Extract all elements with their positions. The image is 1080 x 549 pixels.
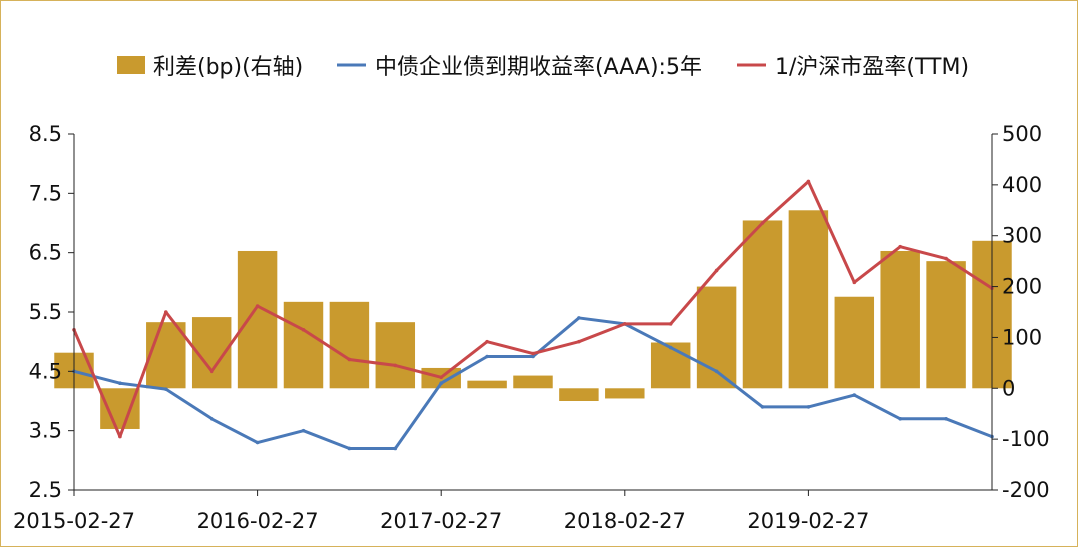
right-y-tick-label-2: 0 xyxy=(1002,376,1015,400)
spread-bar-7 xyxy=(375,322,416,389)
legend-label-pe: 1/沪深市盈率(TTM) xyxy=(775,55,969,80)
x-tick-label-1: 2016-02-27 xyxy=(197,509,319,533)
pe-point-18 xyxy=(898,244,902,249)
yield-point-3 xyxy=(209,417,214,421)
pe-point-4 xyxy=(255,304,260,308)
pe-point-19 xyxy=(944,256,948,261)
spread-bar-13 xyxy=(650,342,691,389)
right-y-tick-label-7: 500 xyxy=(1002,122,1042,146)
yield-point-13 xyxy=(668,345,673,350)
spread-bar-6 xyxy=(329,301,370,389)
spread-bar-17 xyxy=(834,296,875,389)
axes: 2.5 3.5 4.5 5.5 6.5 7.5 8.5 -200 -100 0 100 200 300 4… xyxy=(13,122,1050,533)
left-y-tick-label-5: 7.5 xyxy=(29,181,62,205)
yield-point-7 xyxy=(393,446,398,451)
right-y-tick-label-4: 200 xyxy=(1002,275,1042,299)
legend: 利差(bp)(右轴) 中债企业债到期收益率(AAA):5年 1/沪深市盈率(TT… xyxy=(117,55,969,80)
yield-point-6 xyxy=(347,446,352,451)
left-y-tick-label-6: 8.5 xyxy=(29,122,62,146)
pe-point-17 xyxy=(852,280,857,285)
yield-point-1 xyxy=(118,381,122,386)
spread-bar-10 xyxy=(513,375,553,389)
pe-point-13 xyxy=(668,322,673,326)
spread-bar-4 xyxy=(237,250,278,389)
spread-bar-2 xyxy=(146,322,186,389)
left-y-tick-label-0: 2.5 xyxy=(29,478,62,502)
yield-point-15 xyxy=(760,405,765,409)
pe-point-2 xyxy=(164,310,168,314)
pe-point-9 xyxy=(485,339,489,344)
x-tick-label-4: 2019-02-27 xyxy=(747,509,869,533)
yield-point-14 xyxy=(714,369,719,374)
spread-bar-9 xyxy=(467,380,507,389)
left-y-tick-label-1: 3.5 xyxy=(29,419,62,443)
pe-point-3 xyxy=(209,369,214,374)
pe-point-8 xyxy=(439,375,444,380)
bar-series xyxy=(54,210,1012,429)
yield-point-5 xyxy=(301,428,306,433)
legend-label-spread: 利差(bp)(右轴) xyxy=(153,55,303,80)
right-y-tick-label-0: -200 xyxy=(1002,478,1050,502)
yield-point-17 xyxy=(852,393,857,397)
yield-point-10 xyxy=(531,354,535,359)
yield-point-2 xyxy=(164,387,168,391)
legend-label-yield: 中债企业债到期收益率(AAA):5年 xyxy=(375,55,702,80)
spread-bar-12 xyxy=(605,388,645,399)
yield-point-8 xyxy=(439,381,444,386)
left-y-tick-label-3: 5.5 xyxy=(29,300,62,324)
yield-point-11 xyxy=(577,316,581,320)
pe-point-15 xyxy=(760,221,765,225)
x-tick-label-0: 2015-02-27 xyxy=(13,509,135,533)
x-tick-label-3: 2018-02-27 xyxy=(564,509,686,533)
pe-point-11 xyxy=(577,339,581,344)
spread-bar-1 xyxy=(100,388,140,429)
spread-bar-15 xyxy=(742,220,783,389)
spread-bar-16 xyxy=(788,210,829,389)
pe-point-10 xyxy=(531,351,535,356)
yield-point-9 xyxy=(485,354,489,359)
yield-point-4 xyxy=(255,440,260,445)
spread-bar-11 xyxy=(559,388,599,401)
spread-bar-18 xyxy=(880,250,920,389)
pe-point-5 xyxy=(301,328,306,332)
spread-bar-5 xyxy=(283,301,324,389)
pe-point-6 xyxy=(347,357,352,362)
pe-point-1 xyxy=(118,434,122,439)
right-y-tick-label-5: 300 xyxy=(1002,224,1042,248)
left-y-tick-label-4: 6.5 xyxy=(29,241,62,265)
left-y-tick-label-2: 4.5 xyxy=(29,359,62,383)
legend-swatch-spread xyxy=(117,56,145,74)
pe-point-16 xyxy=(806,179,811,184)
x-tick-label-2: 2017-02-27 xyxy=(380,509,502,533)
yield-point-19 xyxy=(944,417,948,421)
right-y-tick-label-3: 100 xyxy=(1002,325,1042,349)
right-y-tick-label-6: 400 xyxy=(1002,173,1042,197)
yield-point-18 xyxy=(898,417,902,421)
spread-bar-19 xyxy=(926,261,966,389)
yield-point-16 xyxy=(806,405,811,409)
pe-point-12 xyxy=(623,322,627,326)
right-y-tick-label-1: -100 xyxy=(1002,427,1050,451)
line-series xyxy=(72,179,994,451)
pe-point-7 xyxy=(393,363,398,368)
pe-point-14 xyxy=(714,268,719,273)
